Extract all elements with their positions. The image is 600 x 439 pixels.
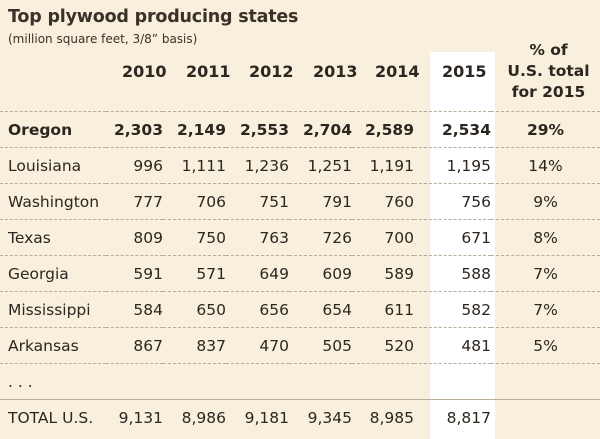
table-row-oregon: Oregon 2,303 2,149 2,553 2,704 2,589 2,5…	[0, 111, 600, 148]
total-2010: 9,131	[106, 399, 163, 436]
table-row-total: TOTAL U.S. 9,131 8,986 9,181 9,345 8,985…	[0, 399, 600, 436]
plywood-table: Oregon 2,303 2,149 2,553 2,704 2,589 2,5…	[0, 111, 600, 436]
cell-2010: 2,303	[106, 111, 163, 148]
cell-2012: 2,553	[226, 111, 289, 148]
year-header-2010: 2010	[122, 62, 167, 81]
cell-2013: 654	[289, 291, 352, 328]
state-name: Oregon	[0, 111, 106, 148]
total-2014: 8,985	[352, 399, 414, 436]
total-label: TOTAL U.S.	[0, 399, 106, 436]
percent-header-line-2: U.S. total	[507, 62, 590, 80]
cell-2011: 706	[163, 183, 226, 220]
cell-2012: 751	[226, 183, 289, 220]
cell-2011: 2,149	[163, 111, 226, 148]
cell-2012: 656	[226, 291, 289, 328]
cell-2015: 1,195	[414, 147, 491, 184]
cell-pct: 14%	[491, 147, 600, 184]
cell-2012: 470	[226, 327, 289, 364]
cell-2013: 609	[289, 255, 352, 292]
table-row-louisiana: Louisiana 996 1,111 1,236 1,251 1,191 1,…	[0, 147, 600, 184]
cell-2010: 584	[106, 291, 163, 328]
ellipsis-marker: . . .	[0, 363, 106, 400]
cell-2014: 611	[352, 291, 414, 328]
cell-2015: 588	[414, 255, 491, 292]
cell-2011: 750	[163, 219, 226, 256]
state-name: Mississippi	[0, 291, 106, 328]
cell-2013: 505	[289, 327, 352, 364]
state-name: Arkansas	[0, 327, 106, 364]
cell-2014: 700	[352, 219, 414, 256]
table-row-arkansas: Arkansas 867 837 470 505 520 481 5%	[0, 327, 600, 364]
cell-2015: 582	[414, 291, 491, 328]
year-header-2013: 2013	[313, 62, 358, 81]
cell-2014: 2,589	[352, 111, 414, 148]
year-header-2011: 2011	[186, 62, 231, 81]
table-row-washington: Washington 777 706 751 791 760 756 9%	[0, 183, 600, 220]
cell-2011: 571	[163, 255, 226, 292]
table-row-texas: Texas 809 750 763 726 700 671 8%	[0, 219, 600, 256]
total-2012: 9,181	[226, 399, 289, 436]
percent-header-line-3: for 2015	[511, 83, 586, 101]
cell-2011: 1,111	[163, 147, 226, 184]
cell-2015: 2,534	[414, 111, 491, 148]
cell-2010: 996	[106, 147, 163, 184]
total-2013: 9,345	[289, 399, 352, 436]
cell-2010: 809	[106, 219, 163, 256]
cell-2011: 650	[163, 291, 226, 328]
cell-2013: 1,251	[289, 147, 352, 184]
state-name: Louisiana	[0, 147, 106, 184]
cell-2012: 763	[226, 219, 289, 256]
cell-2010: 777	[106, 183, 163, 220]
cell-2014: 520	[352, 327, 414, 364]
year-header-2012: 2012	[249, 62, 294, 81]
cell-pct: 9%	[491, 183, 600, 220]
cell-pct: 7%	[491, 291, 600, 328]
total-2011: 8,986	[163, 399, 226, 436]
year-header-2014: 2014	[375, 62, 420, 81]
total-pct	[491, 399, 600, 436]
cell-2015: 671	[414, 219, 491, 256]
cell-2015: 756	[414, 183, 491, 220]
cell-2013: 791	[289, 183, 352, 220]
table-row-ellipsis: . . .	[0, 363, 600, 400]
percent-header-line-1: % of	[529, 41, 568, 59]
state-name: Texas	[0, 219, 106, 256]
total-2015: 8,817	[414, 399, 491, 436]
cell-2011: 837	[163, 327, 226, 364]
percent-total-header: % of U.S. total for 2015	[497, 40, 600, 103]
table-subtitle: (million square feet, 3/8” basis)	[8, 32, 198, 46]
cell-2010: 867	[106, 327, 163, 364]
state-name: Georgia	[0, 255, 106, 292]
cell-2014: 1,191	[352, 147, 414, 184]
cell-2013: 2,704	[289, 111, 352, 148]
table-row-georgia: Georgia 591 571 649 609 589 588 7%	[0, 255, 600, 292]
table-row-mississippi: Mississippi 584 650 656 654 611 582 7%	[0, 291, 600, 328]
cell-2012: 649	[226, 255, 289, 292]
cell-pct: 5%	[491, 327, 600, 364]
cell-pct: 7%	[491, 255, 600, 292]
cell-2012: 1,236	[226, 147, 289, 184]
cell-2014: 760	[352, 183, 414, 220]
cell-pct: 29%	[491, 111, 600, 148]
state-name: Washington	[0, 183, 106, 220]
cell-2013: 726	[289, 219, 352, 256]
cell-pct: 8%	[491, 219, 600, 256]
table-title: Top plywood producing states	[8, 7, 299, 27]
cell-2014: 589	[352, 255, 414, 292]
cell-2010: 591	[106, 255, 163, 292]
cell-2015: 481	[414, 327, 491, 364]
year-header-2015: 2015	[442, 62, 487, 81]
